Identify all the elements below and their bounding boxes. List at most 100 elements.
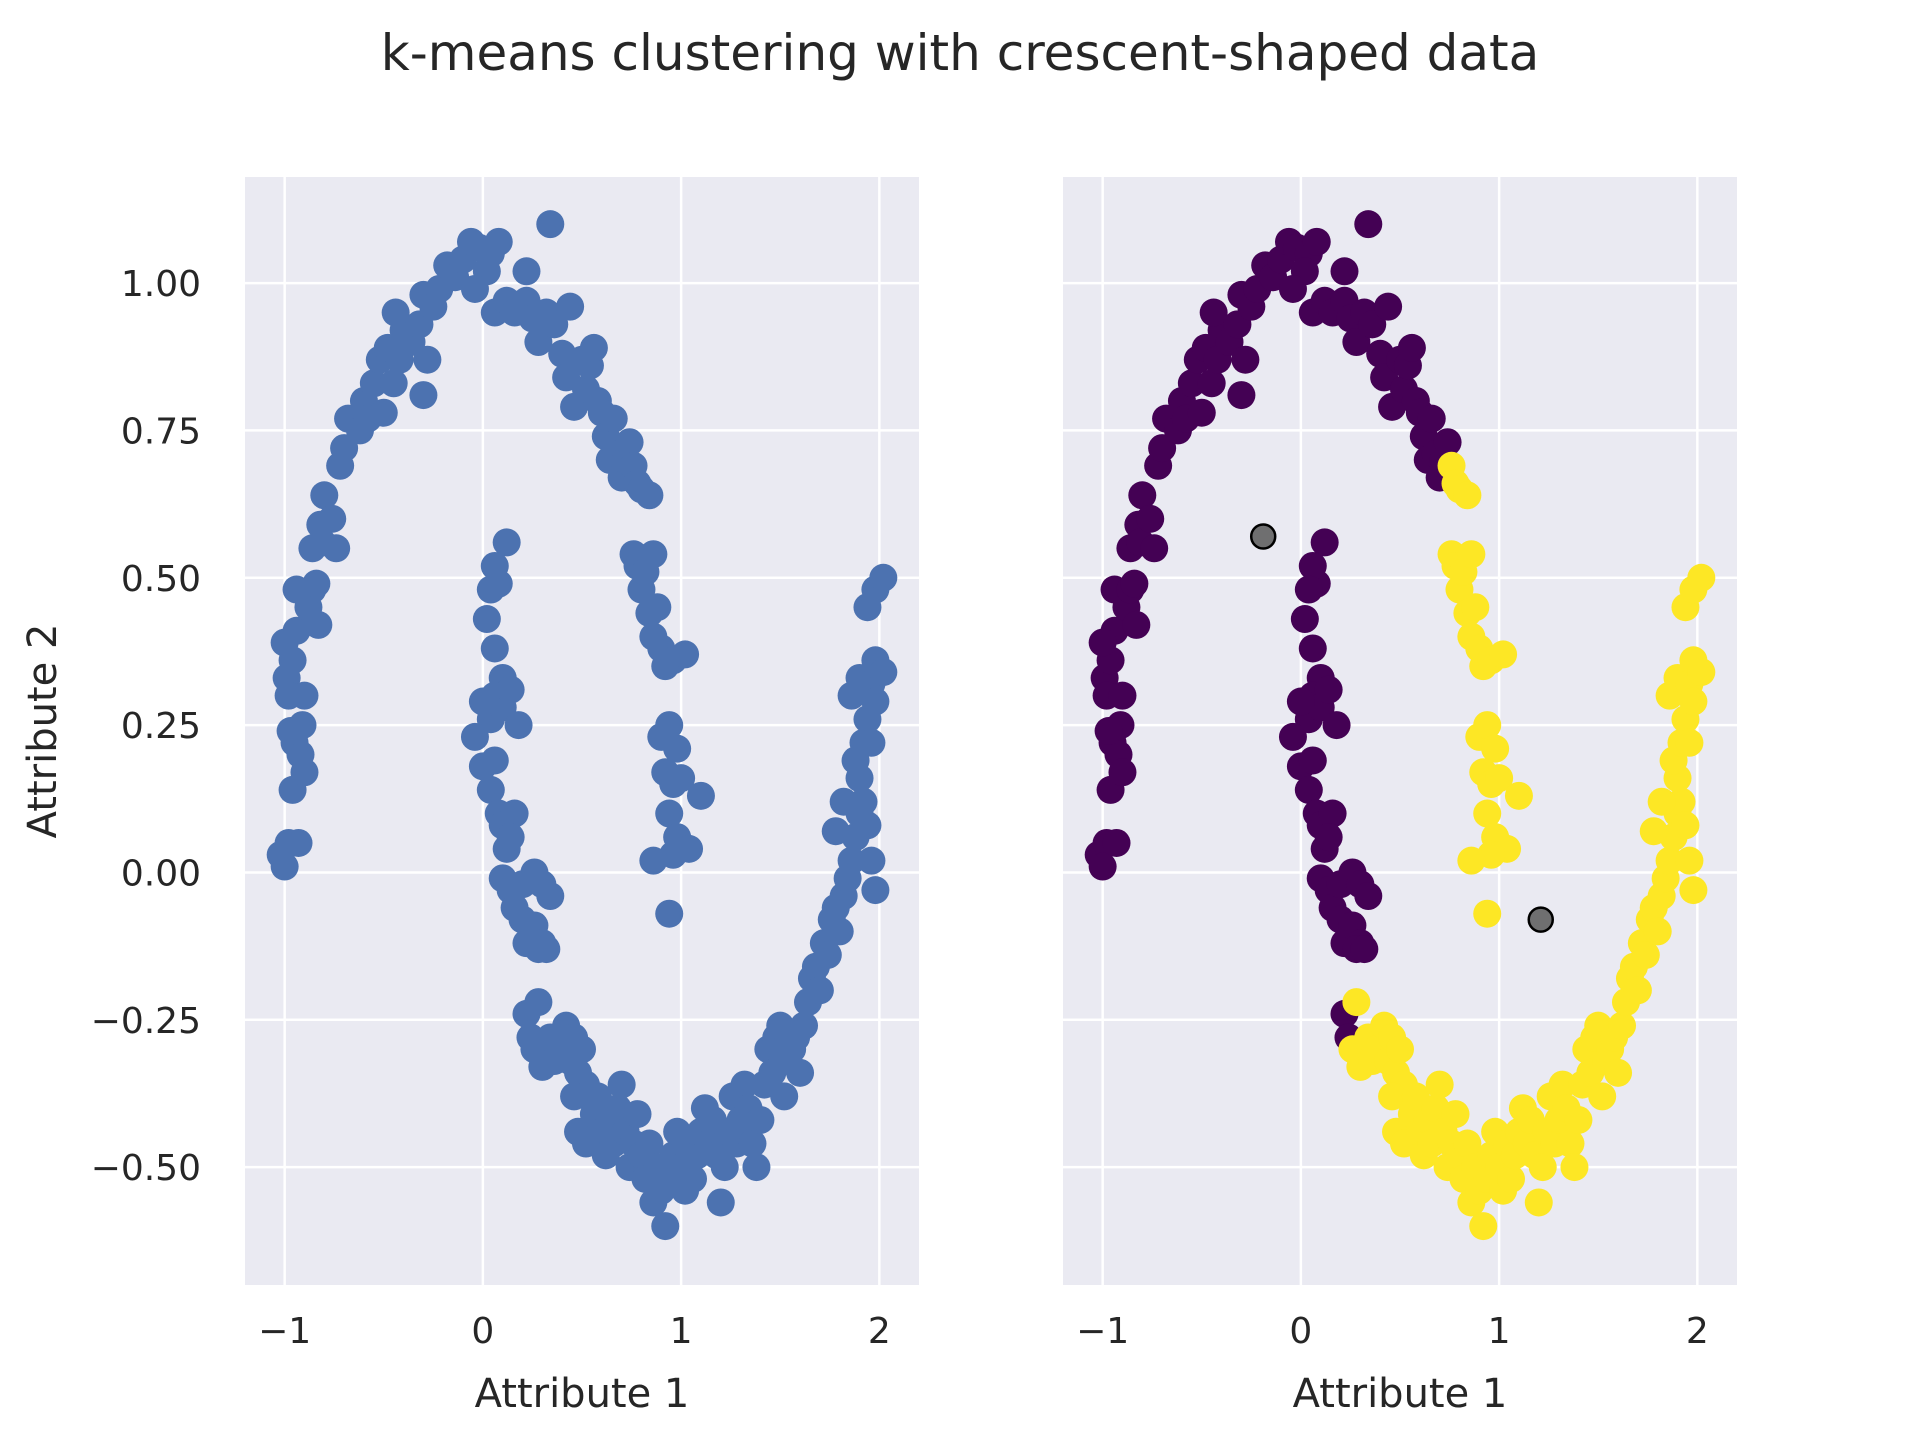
data-point: [853, 811, 882, 840]
data-point: [1088, 852, 1117, 881]
data-point: [1314, 675, 1343, 704]
data-point: [322, 534, 351, 563]
x-axis-label: Attribute 1: [475, 1371, 690, 1417]
data-point: [512, 257, 541, 286]
data-point: [500, 799, 529, 828]
data-point: [1278, 274, 1307, 303]
y-tick-label: 0.50: [121, 559, 201, 600]
data-point: [1639, 817, 1668, 846]
data-point: [1489, 640, 1518, 669]
data-point: [556, 292, 585, 321]
data-point: [1667, 787, 1696, 816]
data-point: [1433, 428, 1462, 457]
data-point: [1588, 1082, 1617, 1111]
data-point: [468, 687, 497, 716]
data-point: [786, 1058, 815, 1087]
data-point: [869, 658, 898, 687]
data-point: [869, 563, 898, 592]
data-point: [1177, 369, 1206, 398]
data-point: [770, 1082, 799, 1111]
data-point: [1473, 799, 1502, 828]
data-point: [1294, 575, 1323, 604]
data-point: [1623, 976, 1652, 1005]
data-point: [1441, 1100, 1470, 1129]
data-point: [599, 404, 628, 433]
data-point: [536, 882, 565, 911]
data-point: [1120, 569, 1149, 598]
data-point: [1473, 711, 1502, 740]
data-point: [1425, 1070, 1454, 1099]
data-point: [369, 398, 398, 427]
data-point: [476, 775, 505, 804]
x-tick-label: −1: [1076, 1311, 1129, 1352]
data-point: [270, 628, 299, 657]
centroid-marker: [1249, 523, 1277, 550]
data-point: [1310, 528, 1339, 557]
data-point: [623, 1100, 652, 1129]
y-tick-label: 0.25: [121, 706, 201, 747]
data-point: [1687, 658, 1716, 687]
data-point: [1108, 758, 1137, 787]
data-point: [1231, 345, 1260, 374]
scatter-panel-1: −1 0 1 2 −0.50 −0.25 0.00 0.25 0.50 0.75 1.00 Attri…: [20, 177, 919, 1417]
x-tick-label: 1: [670, 1311, 693, 1352]
data-point: [1197, 369, 1226, 398]
data-point: [476, 575, 505, 604]
data-point: [1655, 846, 1684, 875]
data-point: [837, 846, 866, 875]
y-tick-label: −0.25: [91, 1001, 201, 1042]
data-point: [532, 935, 561, 964]
data-point: [496, 823, 525, 852]
data-point: [667, 764, 696, 793]
data-point: [679, 1164, 708, 1193]
data-point: [1187, 398, 1216, 427]
data-point: [1671, 811, 1700, 840]
data-point: [663, 734, 692, 763]
data-point: [318, 504, 347, 533]
data-point: [480, 746, 509, 775]
data-point: [686, 781, 715, 810]
data-point: [409, 381, 438, 410]
data-point: [480, 634, 509, 663]
data-point: [639, 540, 668, 569]
y-axis-label: Attribute 2: [20, 624, 66, 839]
data-point: [706, 1188, 735, 1217]
data-point: [1608, 1011, 1637, 1040]
centroid-marker: [1527, 906, 1554, 933]
x-tick-label: 2: [868, 1311, 891, 1352]
x-tick-label: 0: [1289, 1311, 1312, 1352]
data-point: [655, 711, 684, 740]
data-point: [504, 711, 533, 740]
data-point: [560, 1082, 589, 1111]
data-point: [607, 1070, 636, 1099]
data-point: [1457, 540, 1486, 569]
data-point: [1298, 746, 1327, 775]
data-point: [671, 640, 700, 669]
data-point: [1140, 534, 1169, 563]
data-point: [1469, 1212, 1498, 1241]
data-point: [1108, 681, 1137, 710]
data-point: [1675, 728, 1704, 757]
data-point: [1524, 1188, 1553, 1217]
data-point: [413, 345, 442, 374]
data-point: [1528, 1153, 1557, 1182]
data-point: [1679, 687, 1708, 716]
data-point: [472, 605, 501, 634]
data-point: [1560, 1153, 1589, 1182]
data-point: [849, 787, 878, 816]
data-point: [1088, 628, 1117, 657]
data-point: [1397, 333, 1426, 362]
data-point: [496, 675, 525, 704]
data-point: [492, 528, 521, 557]
data-point: [1548, 1070, 1577, 1099]
data-point: [1350, 935, 1379, 964]
data-point: [1330, 257, 1359, 286]
data-point: [524, 988, 553, 1017]
data-point: [1294, 775, 1323, 804]
data-point: [635, 1129, 664, 1158]
data-point: [1675, 846, 1704, 875]
data-point: [290, 681, 319, 710]
data-point: [738, 1129, 767, 1158]
